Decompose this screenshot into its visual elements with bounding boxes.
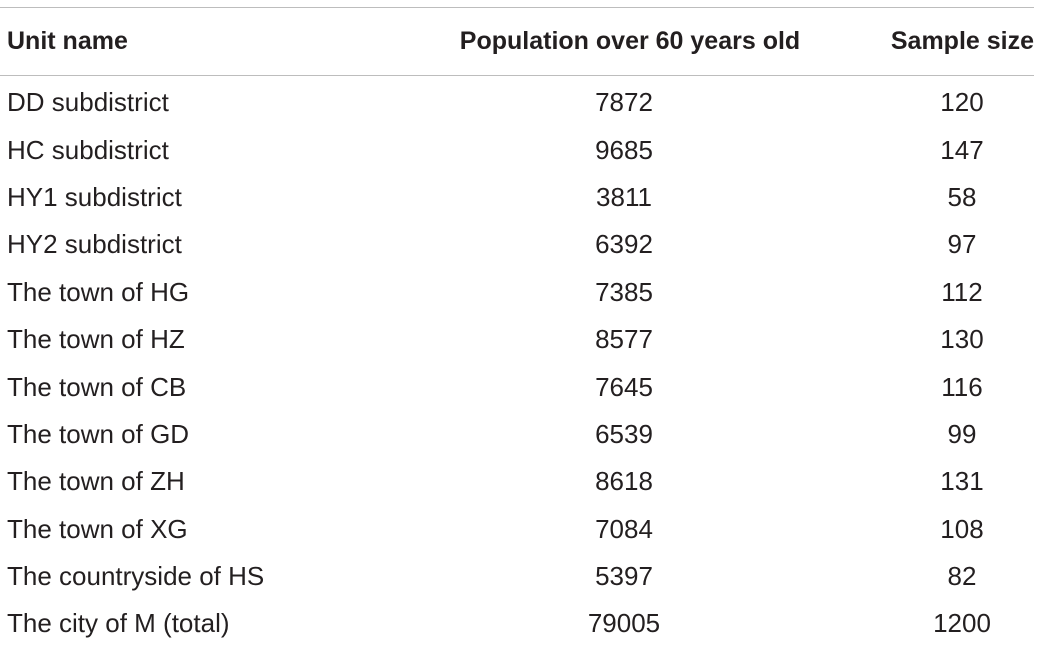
table-header-rule <box>0 75 1034 76</box>
header-sample-size: Sample size <box>890 27 1034 55</box>
population-cell: 8577 <box>595 324 653 355</box>
unit-name-cell: The town of ZH <box>7 466 185 497</box>
unit-name-cell: The town of CB <box>7 371 187 402</box>
unit-name-cell: HY1 subdistrict <box>7 181 182 212</box>
sample-size-cell: 116 <box>941 371 983 402</box>
population-cell: 8618 <box>595 466 653 497</box>
table-row: The town of HG 7385 112 <box>0 269 1034 316</box>
table-row: The town of XG 7084 108 <box>0 506 1034 553</box>
table-body: DD subdistrict 7872 120 HC subdistrict 9685 1… <box>0 75 1034 648</box>
population-cell: 6392 <box>595 229 653 260</box>
population-cell: 3811 <box>596 181 652 212</box>
table-header-row: Unit name Population over 60 years old S… <box>0 8 1034 75</box>
population-sample-table: Unit name Population over 60 years old S… <box>0 8 1034 648</box>
unit-name-cell: The town of HG <box>7 276 190 307</box>
table-row: The town of ZH 8618 131 <box>0 458 1034 505</box>
table-row: The town of GD 6539 99 <box>0 411 1034 458</box>
header-population: Population over 60 years old <box>459 27 801 55</box>
population-cell: 7084 <box>595 513 653 544</box>
unit-name-cell: HC subdistrict <box>7 134 169 165</box>
unit-name-cell: The countryside of HS <box>7 561 265 592</box>
table-top-rule <box>0 7 1034 8</box>
sample-size-cell: 120 <box>940 87 984 118</box>
header-unit-name: Unit name <box>7 27 128 55</box>
table-row: The city of M (total) 79005 1200 <box>0 600 1034 647</box>
sample-size-cell: 131 <box>940 466 984 497</box>
table-row: HY1 subdistrict 3811 58 <box>0 174 1034 221</box>
population-cell: 6539 <box>595 418 653 449</box>
unit-name-cell: The town of HZ <box>7 324 185 355</box>
table-row: The town of HZ 8577 130 <box>0 316 1034 363</box>
table-row: DD subdistrict 7872 120 <box>0 75 1034 126</box>
sample-size-cell: 99 <box>947 418 977 449</box>
population-cell: 7645 <box>595 371 653 402</box>
sample-size-cell: 130 <box>940 324 984 355</box>
unit-name-cell: HY2 subdistrict <box>7 229 182 260</box>
sample-size-cell: 58 <box>947 181 977 212</box>
table-row: HY2 subdistrict 6392 97 <box>0 221 1034 268</box>
table-row: The countryside of HS 5397 82 <box>0 553 1034 600</box>
population-cell: 7872 <box>595 87 653 118</box>
population-cell: 79005 <box>587 608 661 639</box>
sample-size-cell: 1200 <box>933 608 991 639</box>
sample-size-cell: 82 <box>947 561 977 592</box>
unit-name-cell: The city of M (total) <box>7 608 230 639</box>
sample-size-cell: 108 <box>940 513 984 544</box>
table-row: The town of CB 7645 116 <box>0 363 1034 410</box>
population-cell: 9685 <box>595 134 653 165</box>
population-cell: 7385 <box>595 276 653 307</box>
population-cell: 5397 <box>595 561 653 592</box>
sample-size-cell: 97 <box>947 229 977 260</box>
sample-size-cell: 147 <box>940 134 984 165</box>
unit-name-cell: The town of GD <box>7 418 190 449</box>
table-row: HC subdistrict 9685 147 <box>0 126 1034 173</box>
unit-name-cell: The town of XG <box>7 513 188 544</box>
sample-size-cell: 112 <box>941 276 983 307</box>
unit-name-cell: DD subdistrict <box>7 87 169 118</box>
